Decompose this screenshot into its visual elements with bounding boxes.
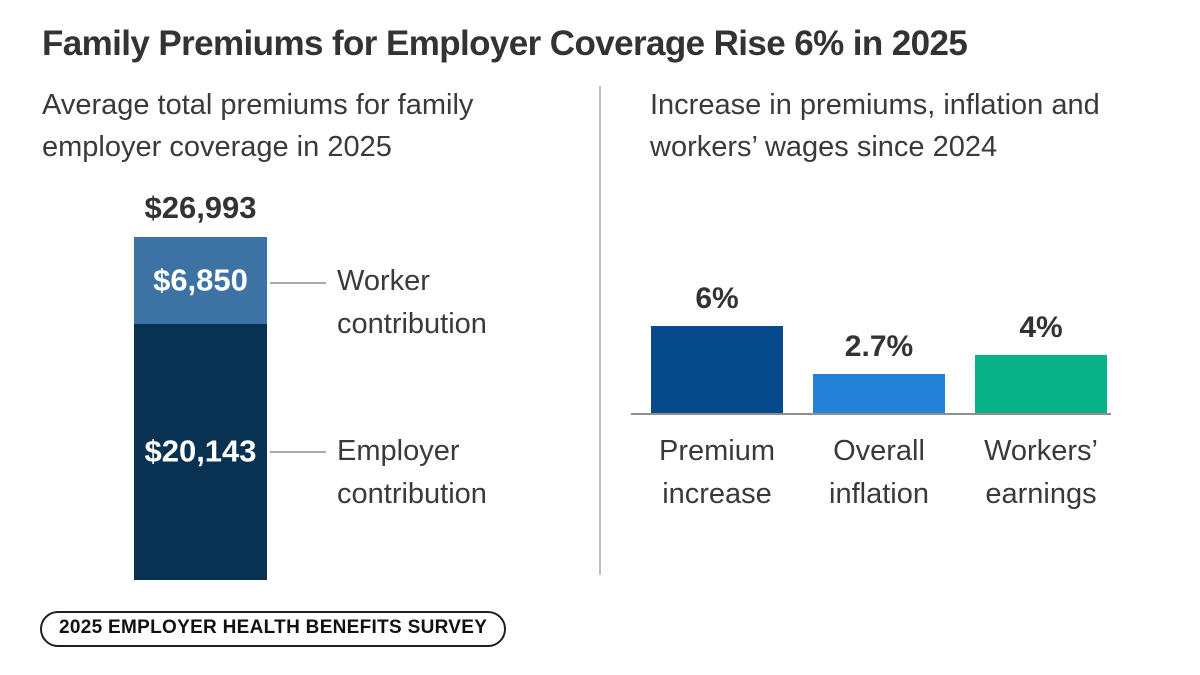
workers-earnings-category-label: Workers’ earnings: [984, 435, 1098, 510]
x-axis-baseline: [631, 413, 1111, 415]
left-chart-subtitle: Average total premiums for family employ…: [42, 89, 474, 163]
survey-badge: 2025 EMPLOYER HEALTH BENEFITS SURVEY: [40, 611, 507, 647]
panel-divider: [599, 86, 601, 575]
workers-earnings-value-label: 4%: [1019, 311, 1063, 344]
workers-earnings-bar: [975, 355, 1107, 413]
premium-increase-bar: [651, 326, 783, 413]
premium-increase-category-label: Premium increase: [658, 435, 775, 510]
right-chart-subtitle: Increase in premiums, inflation and work…: [650, 89, 1100, 163]
employer-contribution-segment: $20,143: [134, 324, 267, 580]
worker-contribution-value-label: $6,850: [153, 261, 248, 297]
worker-contribution-label: Worker contribution: [337, 265, 487, 340]
worker-leader-line: [270, 282, 326, 284]
premium-increase-value-label: 6%: [695, 282, 739, 315]
employer-contribution-label: Employer contribution: [337, 435, 487, 510]
overall-inflation-value-label: 2.7%: [844, 329, 914, 363]
total-premium-value-label: $26,993: [144, 190, 257, 225]
employer-contribution-value-label: $20,143: [144, 433, 257, 469]
stacked-premium-bar: $6,850 $20,143: [134, 237, 267, 580]
worker-contribution-segment: $6,850: [134, 237, 267, 324]
employer-leader-line: [270, 451, 326, 453]
overall-inflation-bar: [813, 373, 945, 413]
page-title: Family Premiums for Employer Coverage Ri…: [42, 24, 968, 63]
overall-inflation-category-label: Overall inflation: [829, 435, 929, 510]
